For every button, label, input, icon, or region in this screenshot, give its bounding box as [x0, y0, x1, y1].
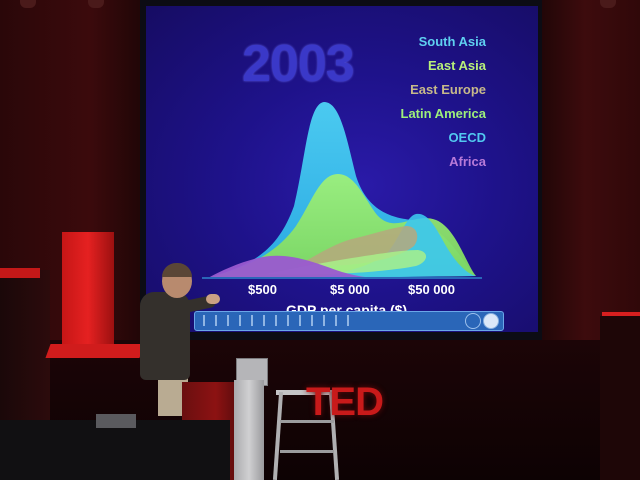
x-tick-label: $5 000	[330, 282, 370, 297]
floor-monitor	[96, 414, 136, 428]
legend-item-latin-america: Latin America	[400, 106, 487, 121]
x-tick-label: $500	[248, 282, 277, 297]
ceiling-light	[20, 0, 36, 8]
ceiling-light	[88, 0, 104, 8]
left-stand-top	[0, 268, 40, 278]
area-africa	[208, 255, 378, 278]
ladder-step	[280, 450, 334, 453]
legend-item-south-asia: South Asia	[418, 34, 486, 49]
legend-item-east-europe: East Europe	[410, 82, 486, 97]
presenter-hand	[206, 294, 220, 304]
ceiling-light	[600, 0, 616, 8]
x-axis-ticks: $500 $5 000 $50 000	[146, 282, 538, 302]
ladder-step	[280, 420, 334, 423]
ladder-top	[276, 390, 336, 395]
equipment-rack	[234, 380, 264, 480]
year-timeline-slider[interactable]	[194, 311, 504, 331]
play-icon[interactable]	[465, 313, 481, 329]
presenter-hair	[162, 263, 192, 277]
legend-item-oecd: OECD	[448, 130, 486, 145]
timeline-ticks	[203, 315, 353, 326]
red-pillar	[62, 232, 114, 350]
timeline-knob[interactable]	[483, 313, 499, 329]
right-cabinet	[600, 316, 640, 480]
front-table	[0, 420, 230, 480]
red-pillar-base	[45, 344, 145, 358]
chart-legend: South Asia East Asia East Europe Latin A…	[401, 30, 487, 174]
slide-year: 2003	[242, 35, 355, 93]
ted-logo: TED	[306, 380, 384, 424]
legend-item-africa: Africa	[449, 154, 486, 169]
mountain-chart	[202, 102, 482, 279]
x-tick-label: $50 000	[408, 282, 455, 297]
legend-item-east-asia: East Asia	[427, 58, 486, 73]
projection-screen: 2003 South Asia East Asia	[146, 6, 538, 332]
